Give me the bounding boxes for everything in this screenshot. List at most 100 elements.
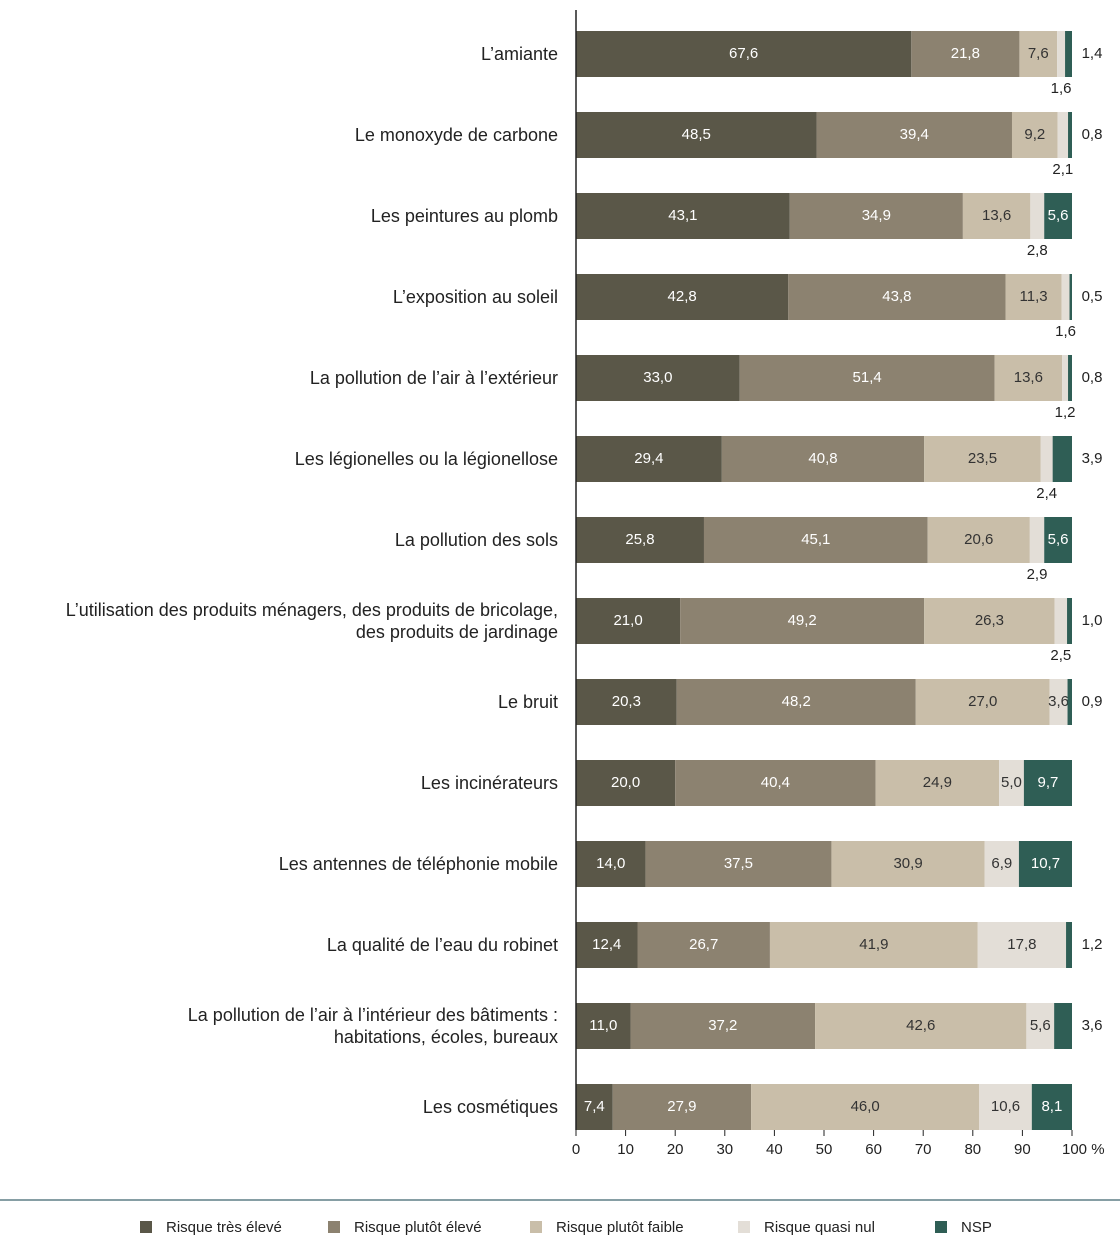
value-label: 2,9 [1027, 566, 1048, 583]
value-label: 51,4 [853, 369, 882, 386]
category-label: Le bruit [497, 692, 558, 712]
value-label: 12,4 [592, 936, 621, 953]
value-label: 1,6 [1051, 80, 1072, 97]
legend-label: Risque très élevé [166, 1219, 282, 1236]
value-label: 3,6 [1082, 1017, 1103, 1034]
bar-segment [703, 517, 928, 563]
bar-segment [576, 1003, 631, 1049]
bar-segment [1026, 1003, 1055, 1049]
value-label: 2,8 [1027, 242, 1048, 259]
value-label: 49,2 [788, 612, 817, 629]
category-label: Les peintures au plomb [370, 206, 558, 226]
value-label: 1,2 [1055, 404, 1076, 421]
category-label: L’exposition au soleil [392, 287, 558, 307]
value-label: 30,9 [893, 855, 922, 872]
bar-segment [576, 598, 681, 644]
legend-swatch [140, 1221, 152, 1233]
value-label: 2,5 [1050, 647, 1071, 664]
value-label: 6,9 [991, 855, 1012, 872]
bar-segment [962, 193, 1031, 239]
value-label: 25,8 [625, 531, 654, 548]
value-label: 34,9 [862, 207, 891, 224]
value-label: 10,6 [991, 1098, 1020, 1115]
bar-segment [1049, 679, 1068, 725]
bar-segment [924, 598, 1055, 644]
category-label: Les incinérateurs [420, 773, 558, 793]
bar-segment [994, 355, 1063, 401]
bar-segment [1068, 112, 1072, 158]
value-label: 0,8 [1082, 126, 1103, 143]
value-label: 10,7 [1031, 855, 1060, 872]
category-label: Les cosmétiques [422, 1097, 558, 1117]
bar-segment [924, 436, 1041, 482]
bar-segment [979, 1084, 1032, 1130]
value-label: 37,5 [724, 855, 753, 872]
value-label: 41,9 [859, 936, 888, 953]
value-label: 7,4 [584, 1098, 605, 1115]
value-label: 14,0 [596, 855, 625, 872]
bar-segment [1044, 193, 1072, 239]
category-label: Le monoxyde de carbone [354, 125, 558, 145]
value-label: 20,6 [964, 531, 993, 548]
category-label: Les légionelles ou la légionellose [294, 449, 558, 469]
bar-segment [831, 841, 985, 887]
bar-segment [576, 1084, 613, 1130]
value-label: 9,2 [1024, 126, 1045, 143]
x-tick-label: 40 [766, 1141, 783, 1158]
bar-segment [1011, 112, 1058, 158]
bar-segment [1054, 598, 1068, 644]
value-label: 8,1 [1041, 1098, 1062, 1115]
bar-segment [576, 679, 677, 725]
bar-segment [815, 1003, 1027, 1049]
value-label: 9,7 [1038, 774, 1059, 791]
category-label: La pollution de l’air à l’extérieur [309, 368, 558, 388]
bar-segment [739, 355, 995, 401]
bar-segment [1018, 841, 1072, 887]
value-label: 40,8 [808, 450, 837, 467]
bar-segment [1040, 436, 1053, 482]
value-label: 5,0 [1001, 774, 1022, 791]
value-label: 3,9 [1082, 450, 1103, 467]
value-label: 46,0 [851, 1098, 880, 1115]
bar-segment [1069, 274, 1072, 320]
value-label: 13,6 [1014, 369, 1043, 386]
bar-segment [1067, 679, 1072, 725]
bar-segment [1029, 517, 1045, 563]
bar-segment [927, 517, 1030, 563]
bar-segment [911, 31, 1020, 77]
bar-segment [1062, 355, 1069, 401]
bar-segment [816, 112, 1012, 158]
legend-label: NSP [961, 1219, 992, 1236]
bar-segment [576, 922, 638, 968]
bar-segment [1054, 1003, 1072, 1049]
bar-segment [1057, 31, 1066, 77]
legend-swatch [328, 1221, 340, 1233]
value-label: 20,0 [611, 774, 640, 791]
x-tick-label: 70 [915, 1141, 932, 1158]
value-label: 5,6 [1048, 531, 1069, 548]
value-label: 3,6 [1048, 693, 1069, 710]
x-tick-label: 100 % [1062, 1141, 1105, 1158]
value-label: 26,7 [689, 936, 718, 953]
bar-segment [630, 1003, 816, 1049]
value-label: 67,6 [729, 45, 758, 62]
bar-segment [576, 760, 676, 806]
category-label: L’amiante [480, 44, 558, 64]
x-tick-label: 0 [572, 1141, 580, 1158]
category-label: La pollution de l’air à l’intérieur des … [187, 1005, 558, 1047]
value-label: 7,6 [1028, 45, 1049, 62]
value-label: 2,4 [1036, 485, 1057, 502]
bar-segment [576, 355, 740, 401]
bar-segment [1067, 598, 1072, 644]
bar-segment [645, 841, 832, 887]
category-label: Les antennes de téléphonie mobile [278, 854, 558, 874]
bar-segment [1066, 922, 1072, 968]
x-tick-label: 10 [617, 1141, 634, 1158]
value-label: 48,2 [782, 693, 811, 710]
value-label: 43,1 [668, 207, 697, 224]
bar-segment [612, 1084, 752, 1130]
bar-segment [680, 598, 925, 644]
value-label: 5,6 [1048, 207, 1069, 224]
